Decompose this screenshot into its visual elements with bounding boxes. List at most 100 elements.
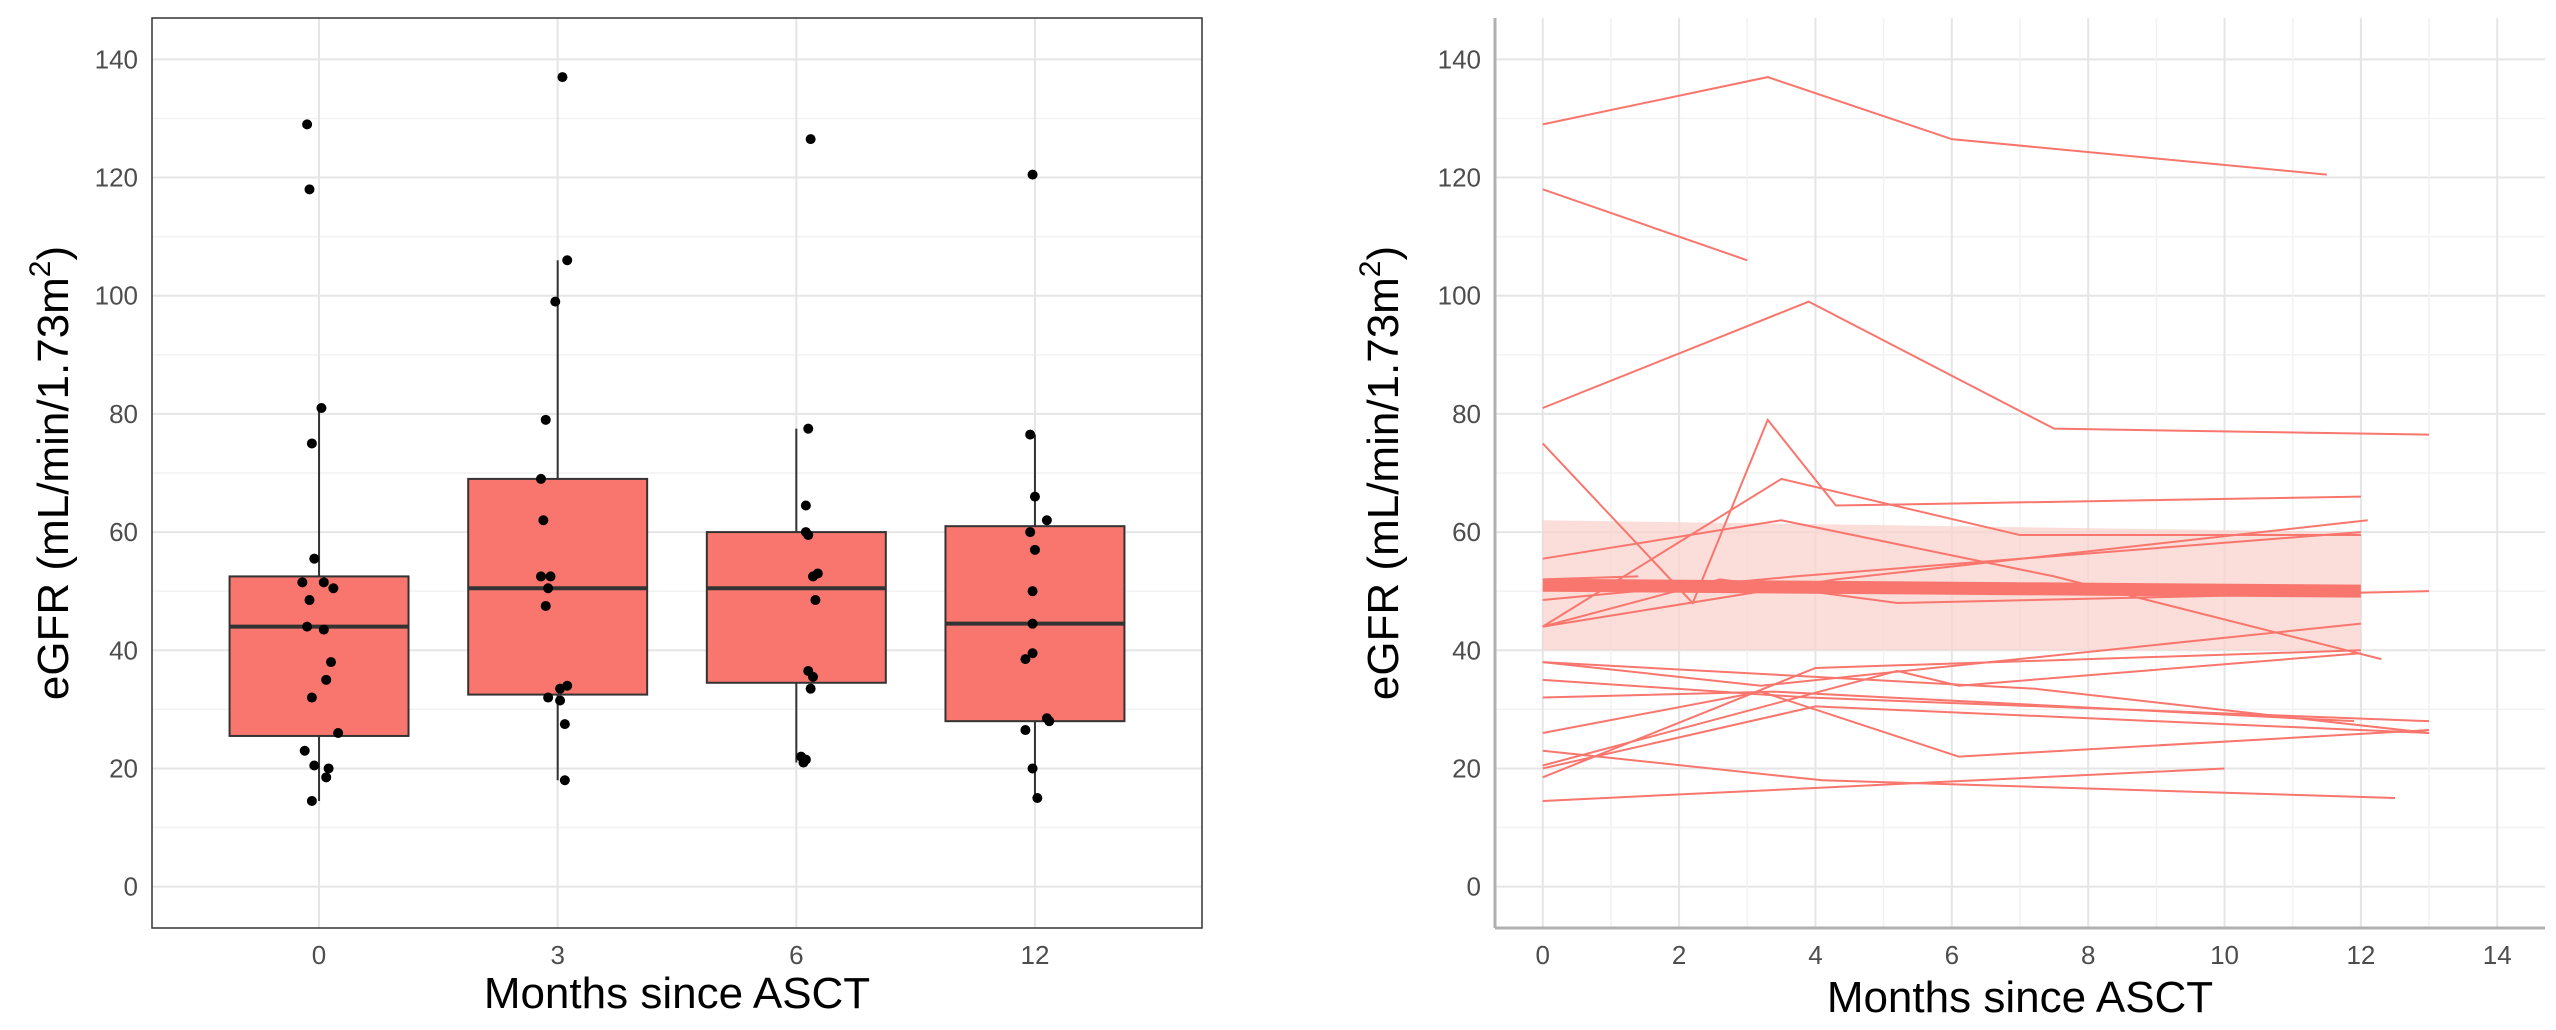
data-point: [808, 671, 819, 682]
patient-line: [1542, 519, 2368, 628]
spaghetti-y-tick-label: 40: [1452, 635, 1481, 665]
spaghetti-x-tick-label: 12: [2346, 940, 2375, 970]
data-point: [810, 595, 821, 606]
spaghetti-x-axis-title: Months since ASCT: [1827, 973, 2213, 1022]
data-point: [1027, 169, 1038, 180]
data-point: [325, 657, 336, 668]
data-point: [803, 423, 814, 434]
data-point: [333, 728, 344, 738]
data-point: [1027, 763, 1038, 774]
data-point: [323, 763, 334, 774]
spaghetti-y-axis-title: eGFR (mL/min/1.73m2): [1354, 246, 1408, 700]
patient-line: [1542, 477, 2361, 628]
data-point: [1027, 586, 1038, 597]
boxplot-y-tick-label: 20: [109, 753, 138, 783]
data-point: [559, 775, 570, 786]
data-point: [803, 530, 814, 541]
boxplot-x-axis-title: Months since ASCT: [484, 969, 870, 1018]
data-point: [304, 595, 315, 606]
data-point: [540, 414, 551, 425]
spaghetti-x-tick-labels: 0 2 4 6 8 10 12 14: [1535, 940, 2511, 970]
data-point: [316, 403, 327, 413]
data-point: [309, 553, 320, 564]
patient-line: [1542, 767, 2225, 802]
data-point: [299, 745, 310, 756]
spaghetti-x-tick-label: 8: [2081, 940, 2095, 970]
data-point: [555, 683, 566, 694]
mean-trend-group: [1542, 578, 2361, 598]
data-point: [808, 571, 819, 582]
mean-trend-line: [1542, 578, 2361, 598]
data-point: [1032, 793, 1043, 803]
boxplot-x-tick-label: 0: [312, 940, 326, 970]
patient-line: [1542, 649, 2361, 779]
data-point: [318, 577, 329, 588]
boxplot-y-tick-label: 100: [95, 281, 138, 311]
boxplot-points: [297, 72, 1055, 806]
boxplot-box: [228, 575, 410, 737]
data-point: [559, 719, 570, 730]
boxplot-y-tick-label: 140: [95, 44, 138, 74]
data-point: [1041, 515, 1052, 526]
spaghetti-x-tick-label: 0: [1535, 940, 1549, 970]
data-point: [543, 583, 554, 594]
data-point: [540, 600, 551, 611]
boxplot-panel: 0 20 40 60 80 100 120 140 0 3 6 12 Months since AS…: [24, 17, 1203, 1018]
data-point: [805, 134, 816, 145]
spaghetti-y-tick-labels: 0 20 40 60 80 100 120 140: [1438, 44, 1481, 901]
patient-line: [1542, 622, 2362, 687]
data-point: [1025, 527, 1036, 538]
spaghetti-x-tick-label: 2: [1672, 940, 1686, 970]
spaghetti-gridlines: [1495, 18, 2545, 928]
boxplot-y-tick-label: 80: [109, 399, 138, 429]
patient-line: [1542, 749, 2396, 799]
data-point: [328, 583, 339, 594]
data-point: [297, 577, 308, 588]
patient-line: [1542, 690, 2430, 758]
patient-line: [1541, 417, 2361, 605]
data-point: [1029, 544, 1040, 555]
data-point: [555, 695, 566, 706]
data-point: [805, 683, 816, 694]
data-point: [543, 692, 554, 703]
data-point: [550, 296, 561, 307]
spaghetti-x-tick-label: 14: [2483, 940, 2512, 970]
data-point: [1027, 648, 1038, 659]
boxplot-panel-border: [151, 17, 1203, 929]
boxplot-y-axis-title: eGFR (mL/min/1.73m2): [24, 246, 78, 700]
patient-line: [1542, 652, 2361, 767]
patient-line: [1542, 661, 2430, 734]
boxplot-x-tick-label: 12: [1020, 940, 1049, 970]
data-point: [1025, 429, 1036, 440]
data-point: [1020, 654, 1031, 665]
patient-line: [1542, 300, 2430, 436]
data-point: [309, 760, 320, 771]
data-point: [535, 571, 546, 582]
data-point: [306, 438, 317, 449]
data-point: [304, 184, 315, 195]
spaghetti-y-tick-label: 0: [1467, 872, 1481, 902]
patient-line: [1542, 519, 2382, 661]
boxplot-x-tick-label: 3: [550, 940, 564, 970]
spaghetti-y-tick-label: 80: [1452, 399, 1481, 429]
boxplot-y-tick-labels: 0 20 40 60 80 100 120 140: [95, 44, 138, 901]
data-point: [318, 624, 329, 635]
data-point: [306, 795, 317, 806]
data-point: [557, 72, 568, 83]
patient-line: [1542, 76, 2327, 176]
data-point: [538, 515, 549, 526]
boxplot-x-tick-labels: 0 3 6 12: [312, 940, 1050, 970]
boxplot-x-tick-label: 6: [789, 940, 803, 970]
data-point: [302, 119, 313, 130]
data-point: [562, 255, 573, 266]
spaghetti-y-tick-label: 120: [1438, 163, 1481, 193]
spaghetti-panel: 0 20 40 60 80 100 120 140 0 2 4 6 8 10 12 14 Months si…: [1354, 18, 2545, 1022]
data-point: [302, 621, 313, 632]
patient-line: [1542, 678, 2430, 723]
spaghetti-x-tick-label: 4: [1808, 940, 1822, 970]
boxplot-y-tick-label: 40: [109, 635, 138, 665]
boxplot-y-tick-label: 60: [109, 517, 138, 547]
data-point: [545, 571, 556, 582]
spaghetti-y-tick-label: 60: [1452, 517, 1481, 547]
